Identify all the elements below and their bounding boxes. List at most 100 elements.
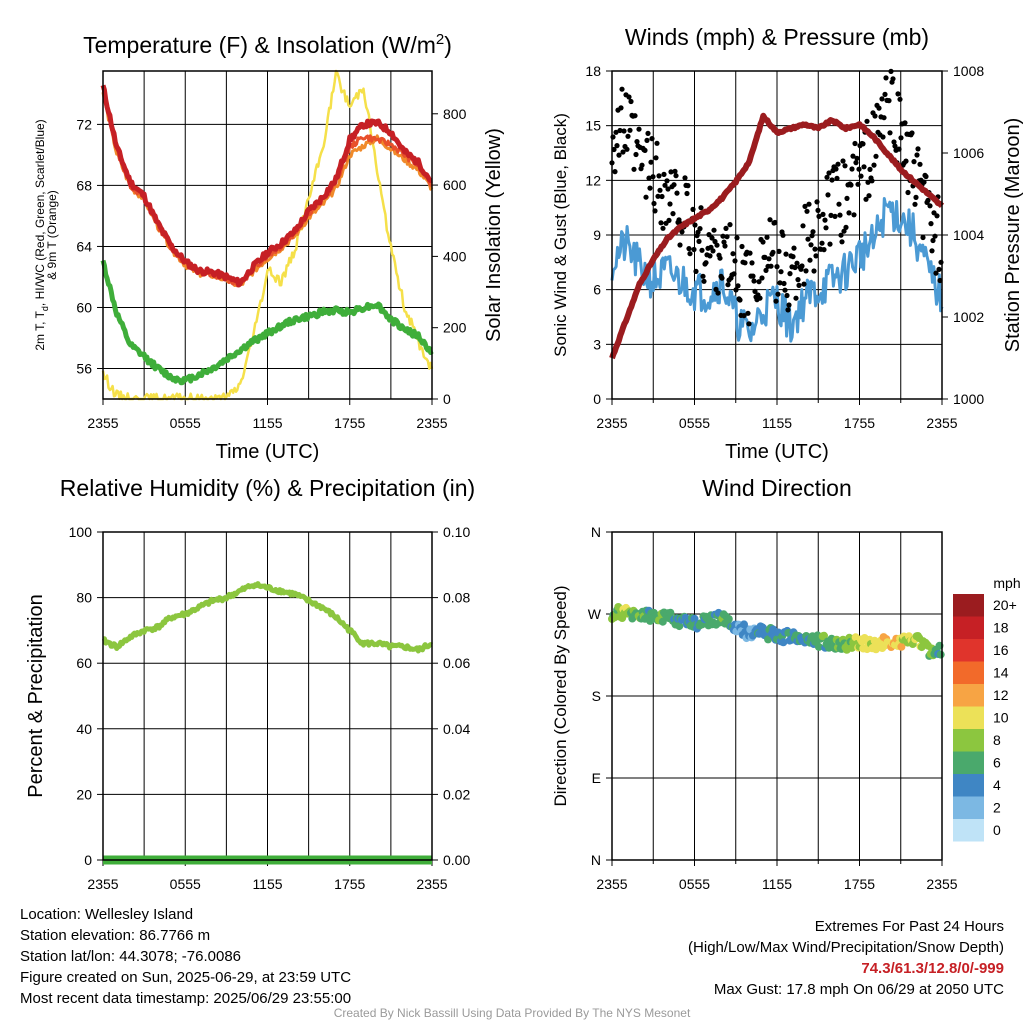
gust-point bbox=[731, 271, 737, 277]
y-tick-label: 6 bbox=[593, 282, 601, 298]
gust-point bbox=[920, 234, 926, 241]
timestamp-text: Most recent data timestamp: 2025/06/29 2… bbox=[20, 990, 352, 1007]
gust-point bbox=[730, 251, 736, 257]
y-right-tick-label: 0.06 bbox=[443, 655, 470, 671]
gust-point bbox=[735, 283, 741, 289]
gust-point bbox=[750, 273, 756, 279]
legend-label: 6 bbox=[993, 755, 1001, 771]
gust-point bbox=[790, 254, 796, 260]
gust-point bbox=[668, 169, 674, 175]
gust-point bbox=[863, 196, 869, 202]
humidity-panel: 2355 0555 1155 1755 2355 Relative Humidity (%… bbox=[25, 475, 475, 892]
x-tick-label: 1755 bbox=[844, 415, 875, 431]
gust-point bbox=[913, 194, 919, 200]
gust-point bbox=[777, 280, 783, 286]
gust-point bbox=[928, 221, 934, 227]
gust-point bbox=[691, 246, 697, 253]
gust-point bbox=[684, 190, 690, 197]
gust-point bbox=[794, 260, 800, 266]
gust-point bbox=[697, 226, 703, 232]
gust-point bbox=[772, 219, 778, 226]
y-right-tick-label: 1002 bbox=[953, 309, 984, 325]
gust-point bbox=[896, 146, 902, 152]
gust-point bbox=[734, 235, 740, 241]
y-tick-label: E bbox=[592, 770, 601, 786]
gust-point bbox=[784, 292, 790, 299]
gust-point bbox=[717, 255, 723, 261]
gust-point bbox=[651, 200, 657, 207]
gust-point bbox=[890, 76, 896, 82]
x-tick-label: 2355 bbox=[596, 415, 627, 431]
elevation-text: Station elevation: 86.7766 m bbox=[20, 927, 211, 944]
gust-point bbox=[721, 239, 727, 245]
gust-point bbox=[791, 245, 797, 251]
gust-point bbox=[627, 127, 633, 133]
gust-point bbox=[711, 227, 717, 233]
gust-point bbox=[752, 288, 758, 294]
plot-border bbox=[102, 70, 433, 400]
gust-point bbox=[807, 257, 813, 263]
gust-point bbox=[742, 260, 748, 266]
direction-point bbox=[675, 622, 684, 631]
gust-point bbox=[639, 162, 645, 168]
gust-point bbox=[778, 269, 784, 275]
gust-point bbox=[834, 175, 840, 181]
direction-point bbox=[814, 642, 823, 651]
gust-point bbox=[828, 212, 834, 218]
gust-point bbox=[759, 275, 765, 281]
x-tick-label: 1155 bbox=[252, 876, 282, 892]
gust-point bbox=[658, 220, 664, 226]
gust-point bbox=[852, 140, 858, 147]
y-tick-label: 56 bbox=[76, 360, 92, 376]
gust-point bbox=[763, 267, 769, 273]
y-right-tick-label: 0.02 bbox=[443, 786, 470, 802]
gust-point bbox=[880, 134, 886, 140]
gust-point bbox=[806, 201, 812, 207]
gust-point bbox=[657, 187, 663, 193]
y-tick-label: W bbox=[588, 606, 602, 622]
gust-point bbox=[745, 310, 751, 316]
gust-point bbox=[646, 175, 652, 181]
gust-point bbox=[823, 225, 829, 231]
gust-point bbox=[802, 203, 808, 209]
y-right-tick-label: 1006 bbox=[953, 145, 984, 161]
gust-point bbox=[741, 313, 747, 319]
legend-label: 20+ bbox=[993, 597, 1017, 613]
dewpoint-line bbox=[100, 259, 434, 386]
gust-point bbox=[819, 240, 825, 246]
gust-point bbox=[780, 232, 786, 238]
gust-point bbox=[618, 105, 624, 111]
gust-point bbox=[930, 237, 936, 244]
gust-point bbox=[624, 146, 630, 152]
latlon-text: Station lat/lon: 44.3078; -76.0086 bbox=[20, 948, 242, 965]
gust-point bbox=[653, 155, 659, 161]
y-tick-label: 60 bbox=[76, 299, 92, 315]
gust-point bbox=[762, 254, 768, 260]
gust-point bbox=[715, 290, 721, 296]
gust-point bbox=[813, 253, 819, 259]
gust-point bbox=[936, 266, 942, 272]
legend-label: 10 bbox=[993, 710, 1009, 726]
station-info: Location: Wellesley Island Station eleva… bbox=[20, 904, 351, 1009]
extremes-title: Extremes For Past 24 Hours bbox=[814, 918, 1004, 935]
gust-point bbox=[666, 217, 672, 223]
location-text: Location: Wellesley Island bbox=[20, 906, 194, 923]
gust-point bbox=[800, 223, 806, 229]
winds-panel: 2355 0555 1155 1755 2355 Winds (mph) & Pressu… bbox=[551, 24, 1024, 463]
gust-point bbox=[617, 127, 623, 134]
y-right-tick-label: 0 bbox=[443, 391, 451, 407]
gust-point bbox=[737, 297, 743, 303]
gust-point bbox=[719, 275, 725, 281]
y-axis-label: Direction (Colored By Speed) bbox=[551, 585, 570, 806]
gust-point bbox=[672, 168, 678, 174]
gust-point bbox=[804, 208, 810, 214]
y-right-tick-label: 600 bbox=[443, 177, 467, 193]
y-axis-label: Percent & Precipitation bbox=[25, 594, 47, 797]
y-tick-label: 100 bbox=[69, 524, 93, 540]
speed-legend: mph 20+ 18 16 14 12 10 8 6 4 2 0 bbox=[953, 575, 1021, 842]
humidity-line bbox=[101, 581, 434, 654]
gust-point bbox=[879, 96, 885, 102]
gust-point bbox=[872, 113, 878, 119]
y-tick-label: N bbox=[591, 852, 601, 868]
plot-border bbox=[102, 531, 433, 861]
